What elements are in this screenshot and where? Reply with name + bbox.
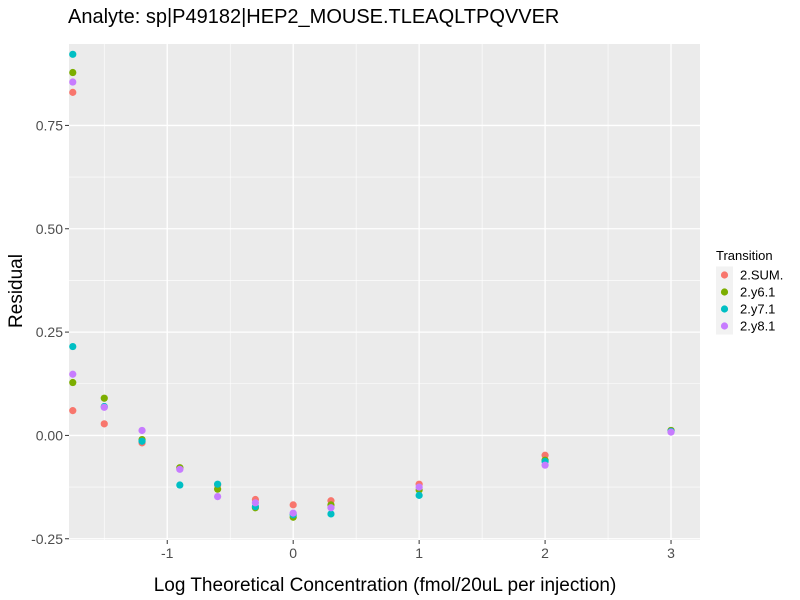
legend-key-dot — [720, 322, 729, 330]
data-point — [289, 501, 297, 509]
minor-gridlines — [69, 44, 700, 540]
data-point — [69, 68, 77, 77]
x-axis-title: Log Theoretical Concentration (fmol/20uL… — [154, 575, 617, 596]
y-tick-label: 0.50 — [36, 221, 63, 237]
data-point — [251, 499, 260, 507]
data-point — [176, 481, 184, 489]
data-point — [69, 370, 77, 378]
x-tick-label: 0 — [289, 545, 297, 561]
chart-title: Analyte: sp|P49182|HEP2_MOUSE.TLEAQLTPQV… — [68, 6, 559, 28]
data-point — [138, 426, 146, 435]
axis-ticks: -1 0 1 2 3 -0.25 0.00 0.25 0.50 0.75 — [31, 117, 675, 561]
data-point — [214, 485, 222, 493]
data-point — [100, 420, 108, 428]
plot-panel — [69, 44, 700, 540]
data-point — [327, 504, 335, 512]
y-axis-title: Residual — [6, 254, 27, 328]
data-point — [415, 483, 423, 491]
data-point — [415, 491, 423, 499]
y-tick-label: -0.25 — [31, 531, 63, 547]
data-point — [176, 465, 184, 473]
x-tick-label: 2 — [541, 545, 549, 561]
data-point — [69, 88, 77, 96]
data-points — [69, 50, 675, 521]
data-point — [214, 493, 222, 501]
data-point — [69, 50, 77, 58]
data-point — [289, 509, 297, 517]
data-point — [138, 437, 146, 445]
legend-key-dot — [720, 271, 729, 279]
data-point — [100, 394, 108, 402]
x-tick-label: 3 — [667, 545, 675, 561]
y-tick-label: 0.00 — [36, 427, 63, 443]
data-point — [541, 451, 549, 459]
legend-label: 2.y7.1 — [740, 302, 775, 317]
data-point — [327, 510, 335, 518]
y-tick-label: 0.25 — [36, 324, 63, 340]
legend-key-dot — [720, 288, 729, 296]
x-tick-label: 1 — [415, 545, 423, 561]
legend-label: 2.y8.1 — [740, 319, 775, 334]
legend-key-dot — [720, 305, 729, 313]
data-point — [667, 428, 675, 436]
data-point — [69, 378, 77, 387]
legend-label: 2.SUM. — [740, 268, 783, 283]
data-point — [214, 480, 222, 488]
legend-title: Transition — [716, 248, 773, 263]
x-tick-label: -1 — [161, 545, 174, 561]
y-tick-label: 0.75 — [36, 117, 63, 133]
data-point — [100, 403, 108, 411]
legend-label: 2.y6.1 — [740, 285, 775, 300]
data-point — [541, 461, 549, 469]
legend: Transition 2.SUM. 2.y6.1 2.y7.1 2.y8.1 — [716, 248, 783, 335]
data-point — [69, 342, 77, 351]
data-point — [69, 407, 77, 415]
data-point — [69, 78, 77, 86]
